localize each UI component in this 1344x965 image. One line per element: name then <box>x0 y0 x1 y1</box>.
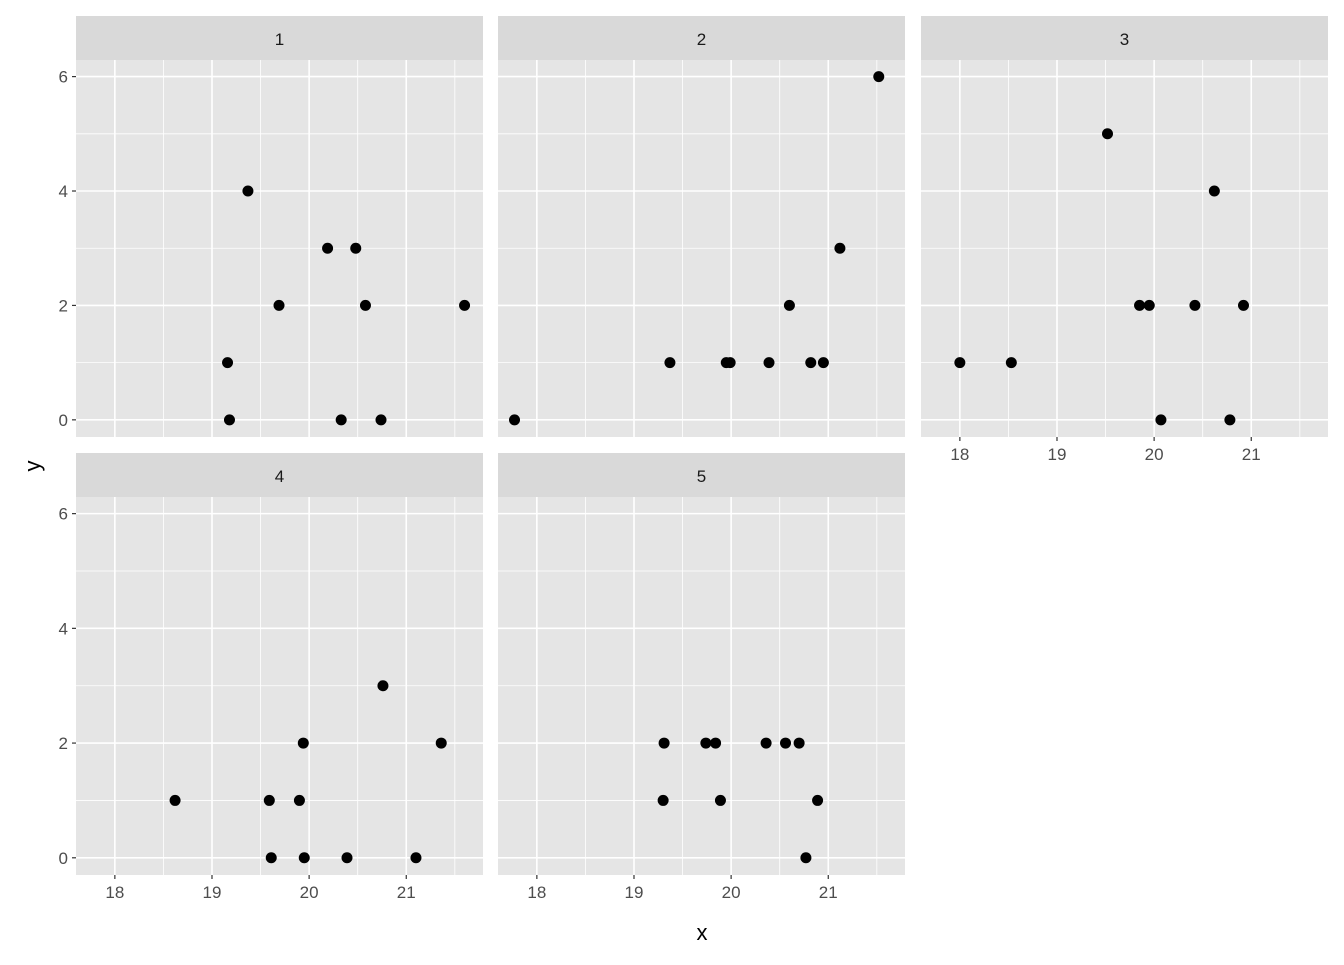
data-point <box>265 852 277 864</box>
data-point <box>657 794 669 806</box>
x-tick-label: 21 <box>819 883 838 902</box>
data-point <box>341 852 353 864</box>
facet-strip <box>921 16 1328 60</box>
facet-strip-label: 2 <box>697 30 706 49</box>
data-point <box>812 794 824 806</box>
data-point <box>783 299 795 311</box>
data-point <box>297 737 309 749</box>
data-point <box>242 185 254 197</box>
facet-strip-label: 1 <box>275 30 284 49</box>
data-point <box>800 852 812 864</box>
facet-strip <box>498 453 905 497</box>
x-tick-label: 18 <box>950 445 969 464</box>
facet-panel-2: 2 <box>498 16 905 437</box>
data-point <box>763 357 775 369</box>
facet-panel-1: 1 0 2 4 6 <box>59 16 483 437</box>
data-point <box>223 414 235 426</box>
data-point <box>435 737 447 749</box>
x-tick-label: 21 <box>397 883 416 902</box>
data-point <box>658 737 670 749</box>
data-point <box>780 737 792 749</box>
data-point <box>459 299 471 311</box>
data-point <box>359 299 371 311</box>
data-point <box>700 737 712 749</box>
facet-strip-label: 3 <box>1120 30 1129 49</box>
data-point <box>375 414 387 426</box>
data-point <box>714 794 726 806</box>
y-tick-label: 2 <box>59 734 68 753</box>
data-point <box>509 414 521 426</box>
data-point <box>817 357 829 369</box>
data-point <box>873 71 885 83</box>
x-tick-label: 18 <box>527 883 546 902</box>
x-tick-label: 19 <box>625 883 644 902</box>
x-tick-label: 20 <box>300 883 319 902</box>
facet-strip-label: 5 <box>697 467 706 486</box>
data-point <box>805 357 817 369</box>
data-point <box>263 794 275 806</box>
data-point <box>1155 414 1167 426</box>
x-tick-label: 20 <box>1145 445 1164 464</box>
data-point <box>273 299 285 311</box>
data-point <box>724 357 736 369</box>
facet-strip <box>76 453 483 497</box>
data-point <box>222 357 234 369</box>
data-point <box>760 737 772 749</box>
data-point <box>1189 299 1201 311</box>
y-tick-label: 6 <box>59 68 68 87</box>
x-tick-label: 19 <box>203 883 222 902</box>
facet-strip-label: 4 <box>275 467 284 486</box>
facet-panel-4: 4 0 2 4 6 18 19 20 21 <box>59 453 483 902</box>
data-point <box>793 737 805 749</box>
data-point <box>377 680 389 692</box>
x-axis-label: x <box>697 920 708 945</box>
x-tick-label: 20 <box>722 883 741 902</box>
data-point <box>710 737 722 749</box>
data-point <box>1102 128 1114 140</box>
y-tick-label: 0 <box>59 849 68 868</box>
facet-panel-3: 3 18 19 20 21 <box>921 16 1328 464</box>
data-point <box>1143 299 1155 311</box>
data-point <box>834 242 846 254</box>
data-point <box>954 357 966 369</box>
data-point <box>293 794 305 806</box>
x-tick-label: 21 <box>1242 445 1261 464</box>
data-point <box>298 852 310 864</box>
x-tick-label: 19 <box>1048 445 1067 464</box>
y-tick-label: 4 <box>59 182 68 201</box>
data-point <box>335 414 347 426</box>
data-point <box>1005 357 1017 369</box>
data-point <box>350 242 362 254</box>
facet-strip <box>76 16 483 60</box>
data-point <box>1134 299 1146 311</box>
data-point <box>1208 185 1220 197</box>
facet-strip <box>498 16 905 60</box>
x-tick-label: 18 <box>105 883 124 902</box>
data-point <box>410 852 422 864</box>
y-tick-label: 2 <box>59 296 68 315</box>
data-point <box>1237 299 1249 311</box>
data-point <box>169 794 181 806</box>
y-axis-label: y <box>20 461 45 472</box>
data-point <box>664 357 676 369</box>
y-tick-label: 6 <box>59 505 68 524</box>
data-point <box>1224 414 1236 426</box>
facet-panel-5: 5 18 19 20 21 <box>498 453 905 902</box>
y-tick-label: 4 <box>59 619 68 638</box>
data-point <box>322 242 334 254</box>
y-tick-label: 0 <box>59 411 68 430</box>
